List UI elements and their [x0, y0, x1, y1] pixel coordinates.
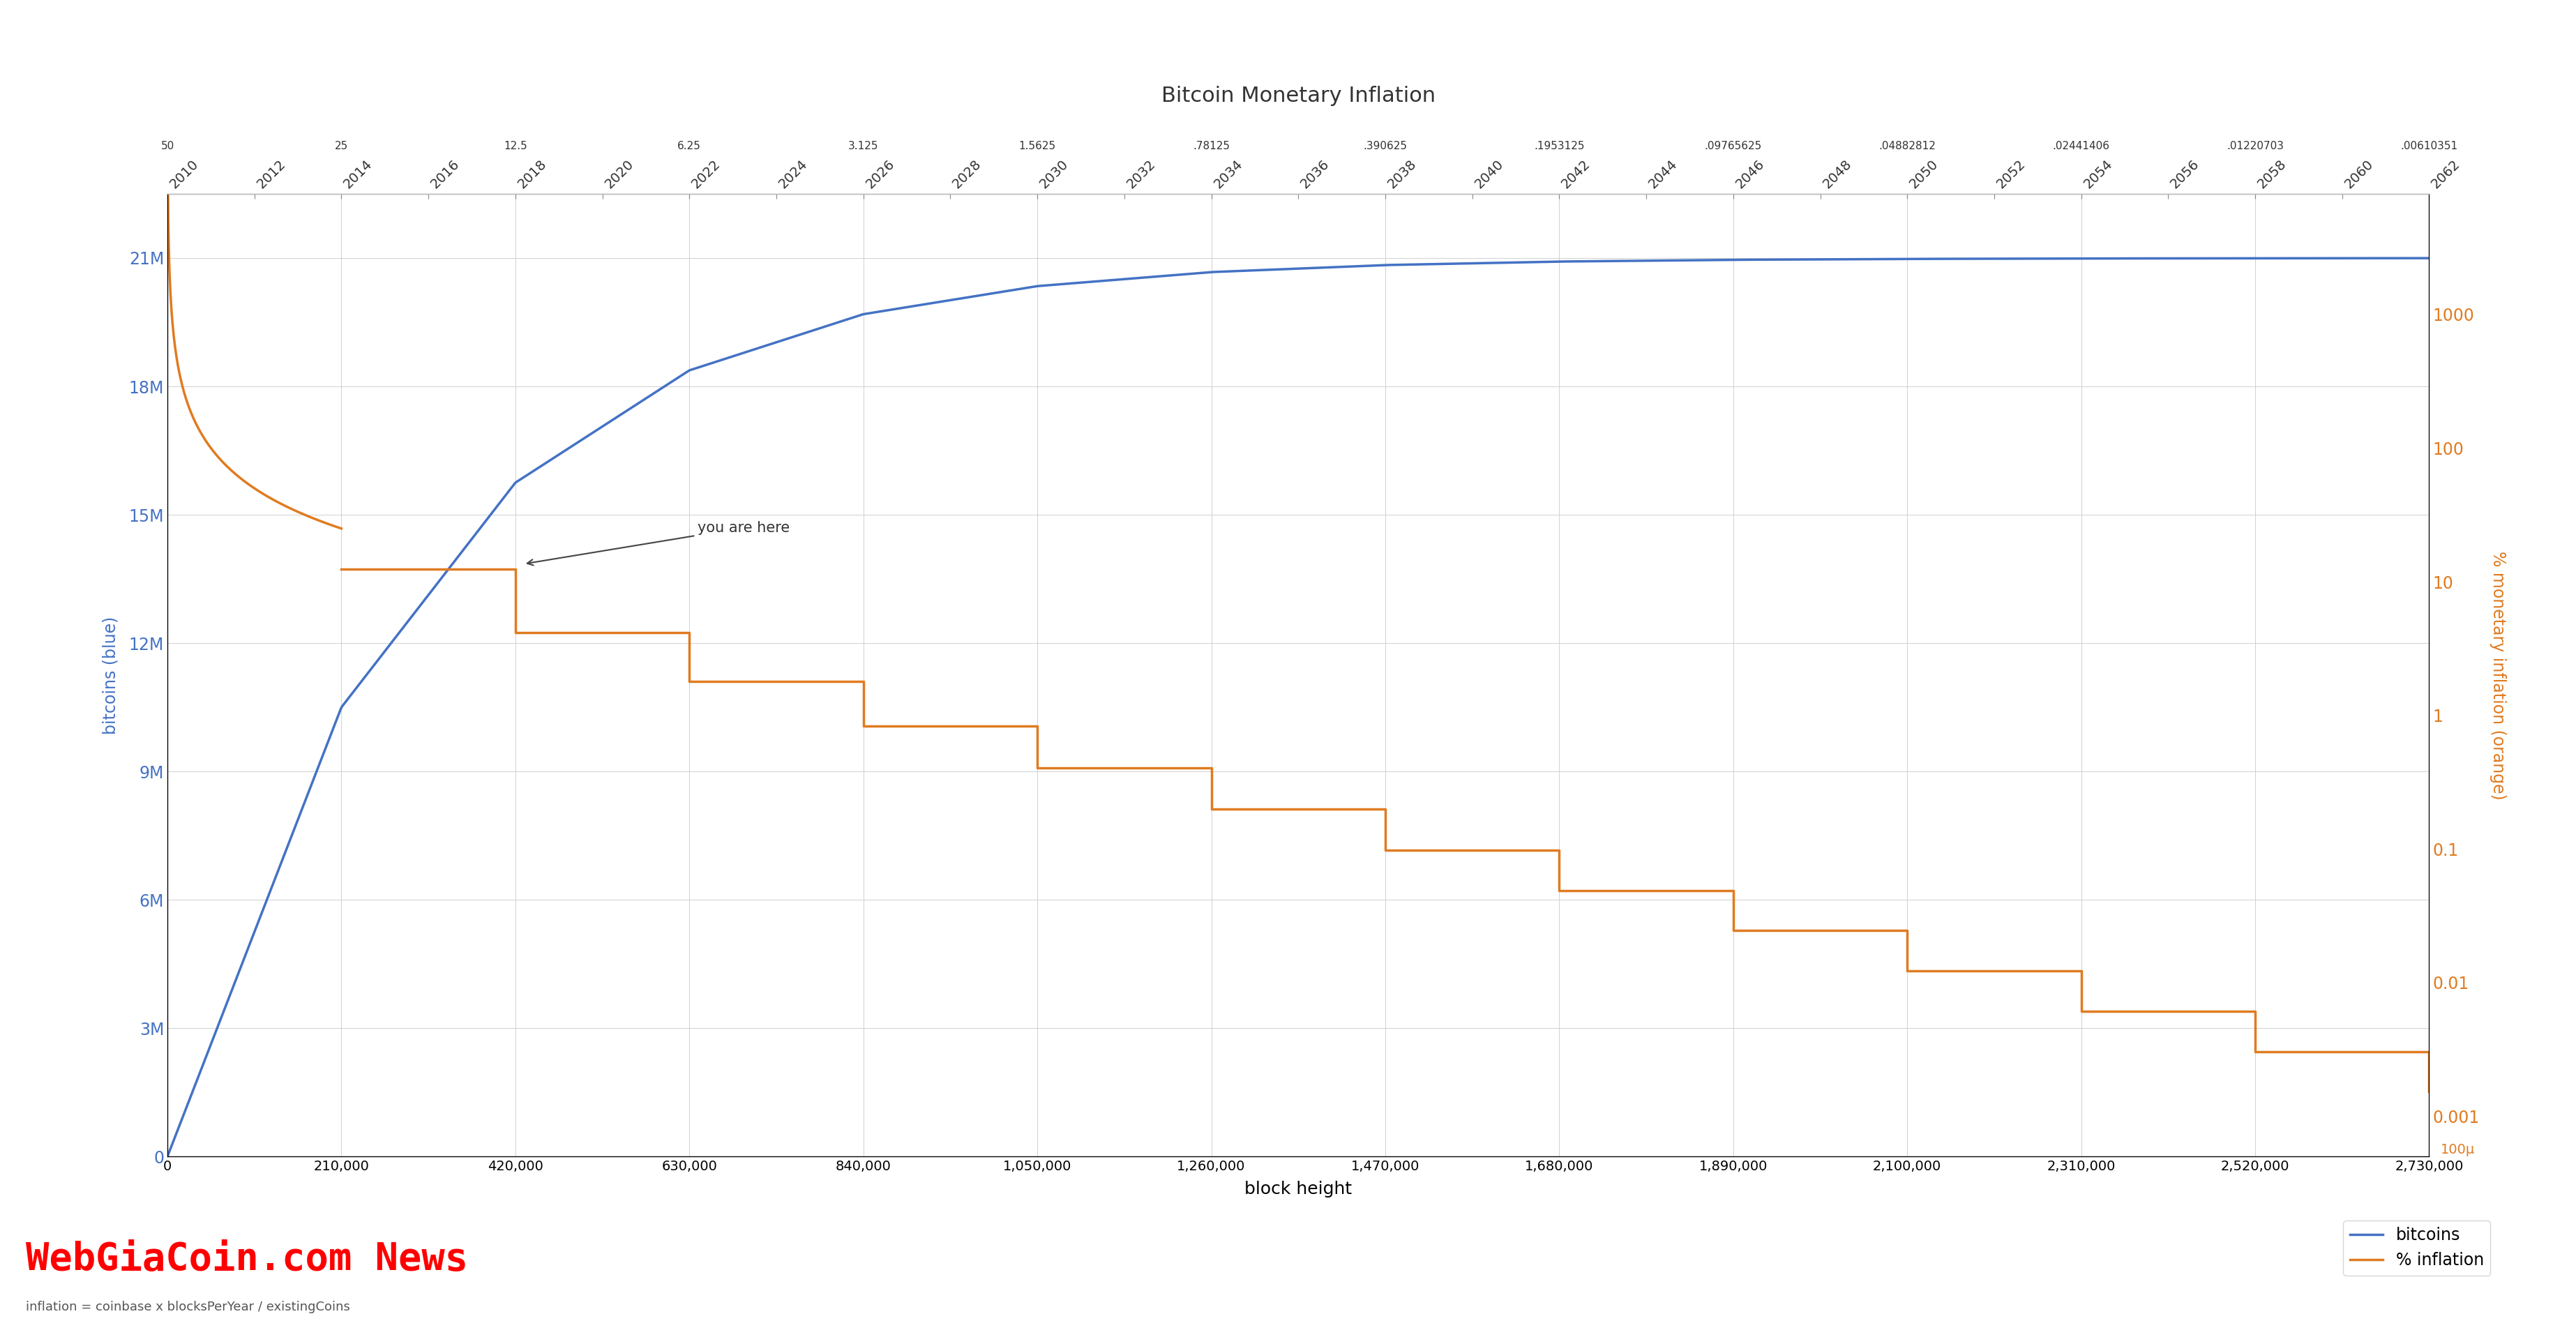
Text: 100μ: 100μ — [2439, 1143, 2476, 1157]
bitcoins — [2347, 250, 2378, 266]
X-axis label: block height: block height — [1244, 1181, 1352, 1198]
% inflation — [327, 560, 358, 576]
% inflation — [675, 624, 706, 640]
% inflation — [1543, 842, 1574, 858]
bitcoins — [268, 850, 299, 866]
% inflation — [500, 560, 531, 576]
Legend: bitcoins, % inflation: bitcoins, % inflation — [2344, 1221, 2491, 1275]
Text: you are here: you are here — [528, 520, 791, 566]
% inflation — [1023, 759, 1054, 775]
% inflation — [2066, 1003, 2097, 1019]
% inflation — [1370, 801, 1401, 817]
% inflation — [1370, 842, 1401, 858]
Text: WebGiaCoin.com News: WebGiaCoin.com News — [26, 1241, 469, 1278]
% inflation — [2066, 963, 2097, 979]
Line: % inflation: % inflation — [343, 568, 2429, 1092]
% inflation — [1718, 923, 1749, 939]
% inflation — [1891, 963, 1922, 979]
% inflation — [848, 718, 878, 734]
bitcoins — [1932, 251, 1963, 267]
bitcoins — [1252, 262, 1283, 278]
bitcoins — [152, 1148, 183, 1165]
bitcoins — [2349, 250, 2380, 266]
% inflation — [1718, 882, 1749, 898]
% inflation — [848, 674, 878, 690]
% inflation — [1543, 882, 1574, 898]
Text: inflation = coinbase x blocksPerYear / existingCoins: inflation = coinbase x blocksPerYear / e… — [26, 1301, 350, 1313]
% inflation — [2414, 1043, 2445, 1059]
bitcoins — [1193, 265, 1224, 281]
Y-axis label: % monetary inflation (orange): % monetary inflation (orange) — [2491, 551, 2506, 800]
Y-axis label: bitcoins (blue): bitcoins (blue) — [103, 616, 118, 734]
% inflation — [1195, 759, 1226, 775]
Line: bitcoins: bitcoins — [167, 258, 2429, 1157]
% inflation — [675, 674, 706, 690]
% inflation — [2239, 1043, 2269, 1059]
% inflation — [1891, 923, 1922, 939]
% inflation — [1023, 718, 1054, 734]
% inflation — [500, 624, 531, 640]
% inflation — [2414, 1084, 2445, 1100]
% inflation — [2414, 1084, 2445, 1100]
bitcoins — [2414, 250, 2445, 266]
% inflation — [2239, 1003, 2269, 1019]
Title: Bitcoin Monetary Inflation: Bitcoin Monetary Inflation — [1162, 86, 1435, 106]
% inflation — [1195, 801, 1226, 817]
